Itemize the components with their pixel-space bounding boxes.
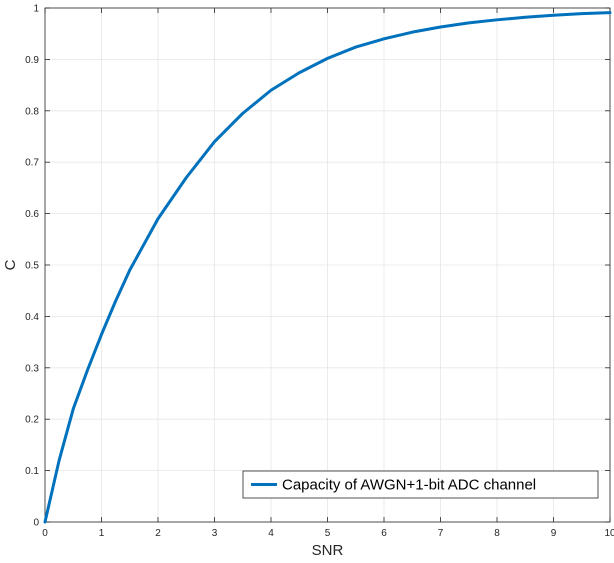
- legend: Capacity of AWGN+1-bit ADC channel: [242, 470, 599, 499]
- x-tick-label: 9: [551, 528, 557, 539]
- x-tick-label: 7: [438, 528, 444, 539]
- x-axis-label: SNR: [312, 542, 344, 559]
- x-tick-label: 1: [99, 528, 105, 539]
- y-axis-label: C: [2, 259, 19, 270]
- legend-box: [242, 470, 599, 499]
- y-tick-label: 0.1: [25, 466, 39, 477]
- series-line-capacity: [43, 11, 612, 524]
- x-tick-label: 4: [268, 528, 274, 539]
- y-tick-label: 0.2: [25, 415, 39, 426]
- y-tick-label: 1: [33, 4, 39, 15]
- y-tick-label: 0.7: [25, 158, 39, 169]
- x-tick-label: 3: [212, 528, 218, 539]
- y-tick-label: 0.6: [25, 209, 39, 220]
- x-tick-label: 2: [155, 528, 161, 539]
- x-tick-label: 8: [494, 528, 500, 539]
- y-tick-label: 0.9: [25, 55, 39, 66]
- y-tick-label: 0.3: [25, 363, 39, 374]
- y-tick-label: 0.8: [25, 106, 39, 117]
- legend-entry-capacity: Capacity of AWGN+1-bit ADC channel: [282, 476, 536, 493]
- x-tick-label: 10: [604, 528, 614, 539]
- x-tick-label: 6: [381, 528, 387, 539]
- x-tick-label: 0: [42, 528, 48, 539]
- series-layer: [43, 11, 612, 524]
- y-tick-label: 0.5: [25, 261, 39, 272]
- axis-ticks: 0 1 2 3 4 5 6 7 8 9 10 0 0.1 0.2 0.3 0.4 0.5 0.6 0.7 0.8 0.9…: [25, 4, 614, 540]
- y-tick-label: 0: [33, 518, 39, 529]
- y-tick-label: 0.4: [25, 312, 39, 323]
- grid: [44, 7, 611, 523]
- x-tick-label: 5: [325, 528, 331, 539]
